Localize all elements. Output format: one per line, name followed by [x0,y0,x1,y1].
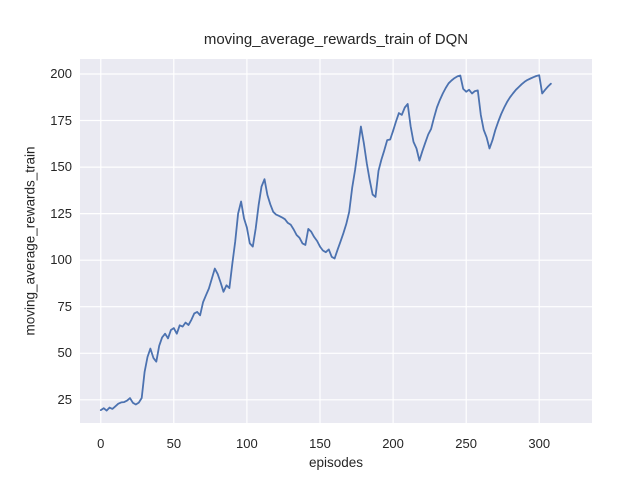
x-tick-label: 100 [236,436,258,451]
y-tick-label: 100 [50,252,72,268]
plot-svg [80,59,592,423]
x-tick-label: 250 [455,436,477,451]
chart-title: moving_average_rewards_train of DQN [203,31,469,48]
y-tick-label: 200 [50,65,72,81]
x-tick-label: 200 [382,436,404,451]
y-tick-label: 25 [57,391,72,407]
y-tick-label: 125 [50,205,72,221]
x-tick-label: 50 [166,436,182,451]
x-axis-label: episodes [308,455,364,470]
y-tick-label: 50 [57,345,72,361]
plot-area [80,59,592,423]
data-line [99,74,552,412]
y-tick-label: 150 [50,159,72,175]
x-tick-label: 0 [97,436,105,451]
x-tick-label: 300 [528,436,551,451]
x-tick-label: 150 [309,436,331,451]
y-tick-label: 75 [57,298,72,314]
gridlines [80,59,592,423]
y-tick-label: 175 [50,112,72,128]
